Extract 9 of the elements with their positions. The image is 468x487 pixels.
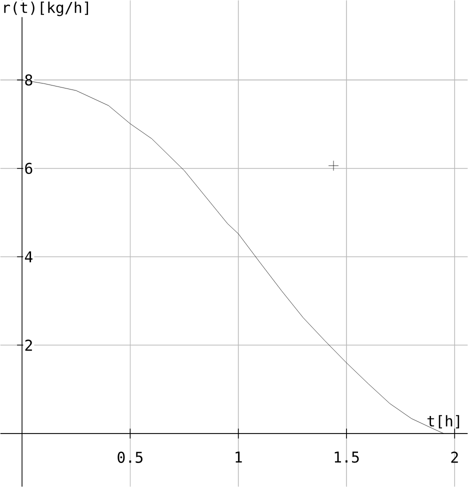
y-tick-label: 4 — [24, 251, 32, 262]
x-tick-label: 1.5 — [334, 452, 359, 463]
x-tick-label: 2 — [451, 452, 458, 463]
y-tick-label: 6 — [25, 162, 32, 174]
x-axis-title: t[h] — [427, 415, 460, 428]
x-tick-label: 0.5 — [118, 452, 142, 463]
y-axis-title: r(t)[kg/h] — [4, 2, 88, 16]
y-tick-label: 2 — [25, 340, 32, 351]
x-tick-label: 1 — [236, 452, 242, 463]
